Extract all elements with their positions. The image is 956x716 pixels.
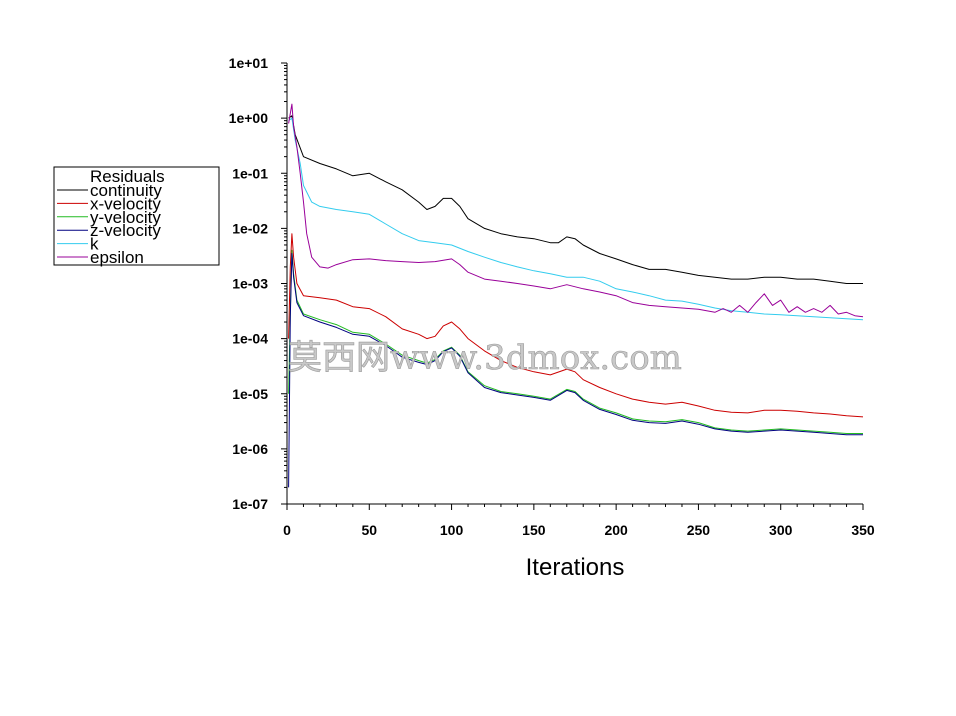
y-tick-label: 1e+00 [229,110,269,126]
y-tick-label: 1e+01 [229,55,269,71]
legend-label-epsilon: epsilon [90,248,144,267]
axes: 1e-07 1e-06 1e-05 1e-04 1e-03 1e-02 1e-01 1e+00… [229,55,875,538]
legend-label-k: k [90,235,99,254]
y-tick-label: 1e-03 [232,276,268,292]
series-line-k [288,117,864,321]
y-tick-label: 1e-01 [232,165,268,181]
legend-title: Residuals [90,167,165,186]
series-line-z-velocity [288,253,863,488]
series-line-epsilon [288,103,864,318]
x-tick-label: 150 [522,522,546,538]
legend-label-z-velocity: z-velocity [90,221,161,240]
y-tick-label: 1e-02 [232,220,268,236]
y-tick-label: 1e-07 [232,496,268,512]
x-tick-label: 100 [440,522,464,538]
legend-label-x-velocity: x-velocity [90,194,161,213]
series-line-y-velocity [288,249,863,434]
x-tick-label: 300 [769,522,793,538]
x-tick-label: 50 [361,522,377,538]
series-line-continuity [288,115,863,284]
legend-box [53,166,220,266]
plot-lines [288,103,864,488]
watermark-text: 莫西网www.3dmox.com [288,338,682,378]
x-axis-title: Iterations [526,554,625,581]
x-tick-label: 0 [283,522,291,538]
y-tick-label: 1e-05 [232,386,268,402]
legend-label-continuity: continuity [90,181,162,200]
x-tick-label: 200 [604,522,628,538]
x-tick-label: 350 [851,522,875,538]
legend-label-y-velocity: y-velocity [90,208,161,227]
series-line-x-velocity [288,233,864,418]
x-tick-label: 250 [687,522,711,538]
y-tick-label: 1e-06 [232,441,268,457]
y-tick-label: 1e-04 [232,331,268,347]
legend: Residuals continuityx-velocityy-velocity… [53,166,220,267]
